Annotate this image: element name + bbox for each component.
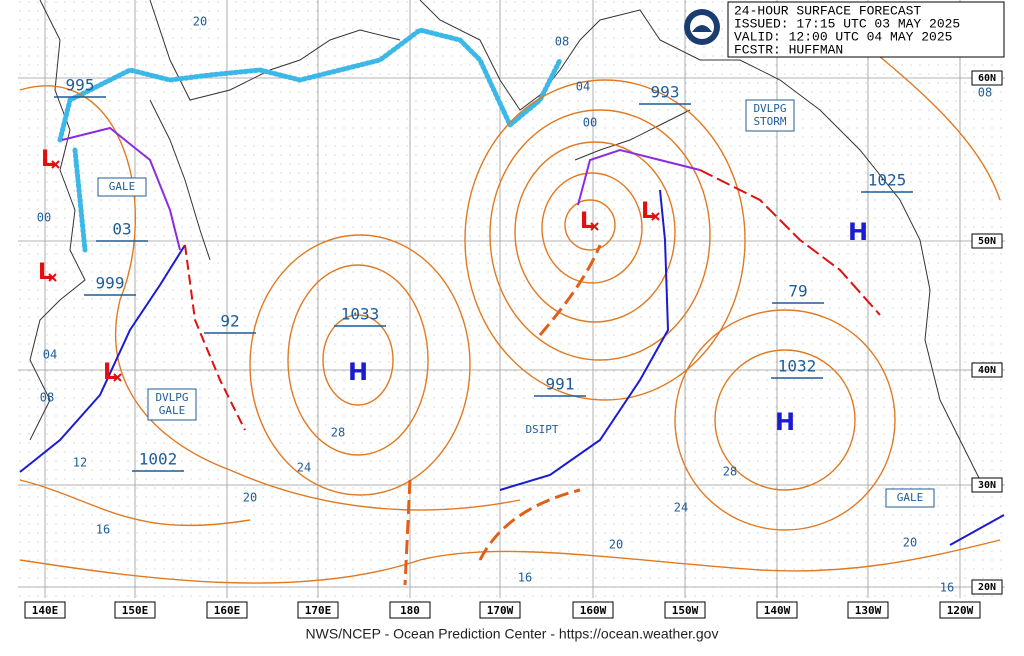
isobar-label: 08 (978, 86, 992, 100)
isobar-label: 20 (243, 491, 257, 505)
pressure-label: 993 (651, 83, 680, 102)
lat-label-box (971, 362, 1003, 378)
pressure-label: 999 (96, 274, 125, 293)
lat-label: 20N (978, 582, 996, 593)
lon-label-box (847, 601, 889, 619)
lon-label: 140E (32, 604, 59, 617)
lon-label-box (756, 601, 798, 619)
isobar-label: 00 (37, 211, 51, 225)
lon-label: 180 (400, 604, 420, 617)
lon-label-box (572, 601, 614, 619)
low-marker (651, 212, 660, 221)
low-center: L (641, 199, 655, 224)
warning-box (745, 99, 795, 132)
warning-label: GALE (109, 180, 136, 193)
noaa-logo (684, 9, 720, 45)
lat-label-box (971, 579, 1003, 595)
lon-label-box (206, 601, 248, 619)
pressure-label: 1002 (139, 450, 178, 469)
pressure-label: 79 (788, 282, 807, 301)
lon-label-box (24, 601, 66, 619)
isobar-label: 24 (674, 501, 688, 515)
isobar-label: 20 (193, 15, 207, 29)
pressure-label: 995 (66, 76, 95, 95)
isobar-label: 20 (609, 538, 623, 552)
header-line: VALID: 12:00 UTC 04 MAY 2025 (734, 29, 952, 44)
lat-label-box (971, 233, 1003, 249)
isobar-label: 24 (297, 461, 311, 475)
lon-label: 170W (487, 604, 514, 617)
lat-label: 40N (978, 365, 996, 376)
lon-label-box (297, 601, 339, 619)
lon-label-box (939, 601, 981, 619)
high-center: H (775, 408, 795, 436)
lon-label: 120W (947, 604, 974, 617)
isobar-label: 04 (576, 80, 590, 94)
isobar-label: 16 (940, 581, 954, 595)
lon-label: 160W (580, 604, 607, 617)
warning-box (147, 388, 197, 421)
lon-label: 140W (764, 604, 791, 617)
lon-label: 150W (672, 604, 699, 617)
warning-label: GALE (897, 491, 924, 504)
header-line: FCSTR: HUFFMAN (734, 42, 843, 57)
warning-box (885, 488, 935, 508)
lat-label: 60N (978, 73, 996, 84)
warning-label: GALE (159, 404, 186, 417)
low-marker (48, 273, 57, 282)
header-line: 24-HOUR SURFACE FORECAST (734, 3, 921, 18)
lon-label-box (114, 601, 156, 619)
low-marker (590, 222, 599, 231)
lon-label: 170E (305, 604, 332, 617)
low-center: L (41, 147, 55, 172)
pressure-label: 1025 (868, 171, 907, 190)
low-center: L (103, 360, 117, 385)
isobar-label: 28 (331, 426, 345, 440)
lat-label-box (971, 70, 1003, 86)
warning-label: STORM (753, 115, 786, 128)
lon-label: 150E (122, 604, 149, 617)
lon-label-box (664, 601, 706, 619)
isobars (19, 39, 1001, 584)
lon-label-box (389, 601, 431, 619)
pressure-label: 92 (220, 312, 239, 331)
header-box (727, 1, 1005, 58)
lat-label: 50N (978, 236, 996, 247)
isobar-label: 16 (518, 571, 532, 585)
lat-label-box (971, 477, 1003, 493)
low-center: L (580, 209, 594, 234)
low-marker (113, 373, 122, 382)
fronts (19, 126, 1005, 586)
map-background (18, 0, 1005, 598)
isobar-label: 12 (73, 456, 87, 470)
footer: NWS/NCEP - Ocean Prediction Center - htt… (306, 626, 719, 642)
pressure-label: 991 (546, 375, 575, 394)
isobar-label: 08 (40, 391, 54, 405)
pressure-label: 03 (112, 220, 131, 239)
lon-label: 160E (214, 604, 241, 617)
isobar-label: 08 (555, 35, 569, 49)
low-marker (51, 160, 60, 169)
low-center: L (38, 260, 52, 285)
coastlines (29, 0, 981, 481)
isobar-label: 04 (43, 348, 57, 362)
isobar-label: 16 (96, 523, 110, 537)
warning-label: DVLPG (753, 102, 786, 115)
pressure-label: 1033 (341, 305, 380, 324)
high-center: H (348, 358, 368, 386)
isobar-label: 28 (723, 465, 737, 479)
isobar-label: 20 (903, 536, 917, 550)
warning-label: DSIPT (525, 423, 558, 436)
warning-label: DVLPG (155, 391, 188, 404)
high-center: H (848, 218, 868, 246)
warning-box (97, 177, 147, 197)
pressure-label: 1032 (778, 357, 817, 376)
lat-label: 30N (978, 480, 996, 491)
lon-label-box (479, 601, 521, 619)
isobar-label: 00 (583, 116, 597, 130)
header-line: ISSUED: 17:15 UTC 03 MAY 2025 (734, 16, 960, 31)
lon-label: 130W (855, 604, 882, 617)
